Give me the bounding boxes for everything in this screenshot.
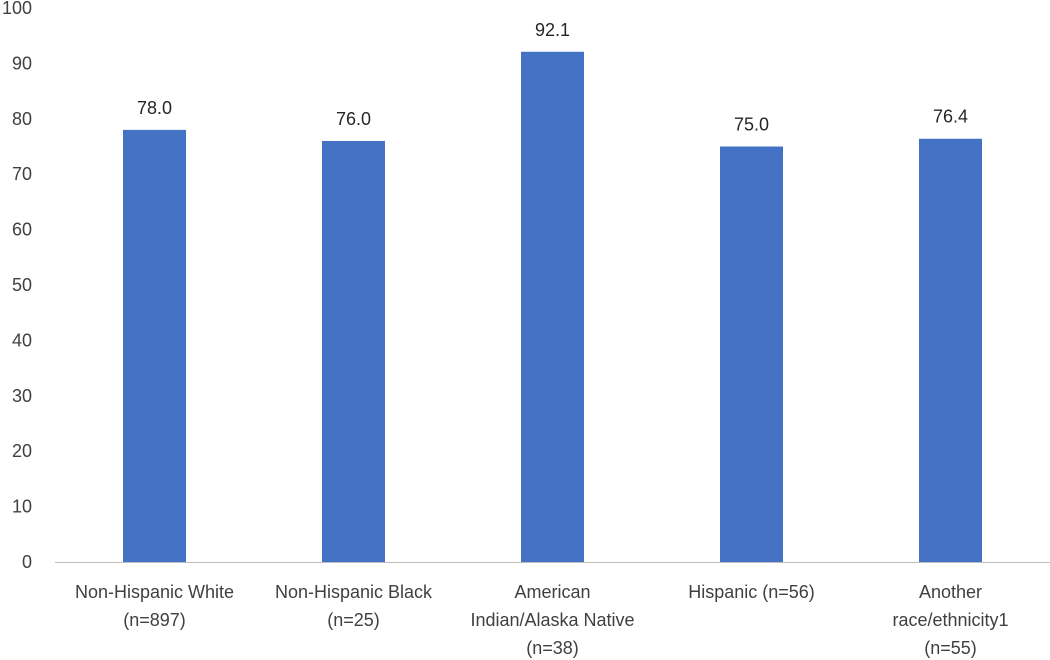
data-label: 78.0 (137, 98, 172, 118)
data-labels: 78.0 76.0 92.1 75.0 76.4 (137, 20, 968, 135)
y-tick-label: 80 (12, 109, 32, 129)
y-tick-label: 30 (12, 386, 32, 406)
y-tick-label: 90 (12, 53, 32, 73)
bar (521, 51, 584, 563)
y-tick-label: 100 (2, 0, 32, 18)
category-label: Non-Hispanic Black (n=25) (275, 582, 433, 630)
data-label: 75.0 (734, 115, 769, 135)
category-label: Non-Hispanic White (n=897) (75, 582, 234, 630)
y-axis-ticks: 0 10 20 30 40 50 60 70 80 90 100 (2, 0, 32, 572)
data-label: 92.1 (535, 20, 570, 40)
y-tick-label: 0 (22, 552, 32, 572)
y-tick-label: 70 (12, 164, 32, 184)
bar (322, 140, 385, 562)
category-label: Another race/ethnicity1 (n=55) (892, 582, 1008, 658)
bar (720, 146, 783, 562)
category-label: American Indian/Alaska Native (n=38) (470, 582, 634, 658)
y-tick-label: 60 (12, 220, 32, 240)
bar (919, 138, 982, 562)
bar (123, 129, 186, 562)
data-label: 76.4 (933, 107, 968, 127)
y-tick-label: 40 (12, 330, 32, 350)
bars (123, 51, 982, 563)
y-tick-label: 10 (12, 497, 32, 517)
category-label: Hispanic (n=56) (688, 582, 815, 602)
data-label: 76.0 (336, 109, 371, 129)
y-tick-label: 20 (12, 441, 32, 461)
category-labels: Non-Hispanic White (n=897) Non-Hispanic Bl… (75, 582, 1009, 658)
y-tick-label: 50 (12, 275, 32, 295)
